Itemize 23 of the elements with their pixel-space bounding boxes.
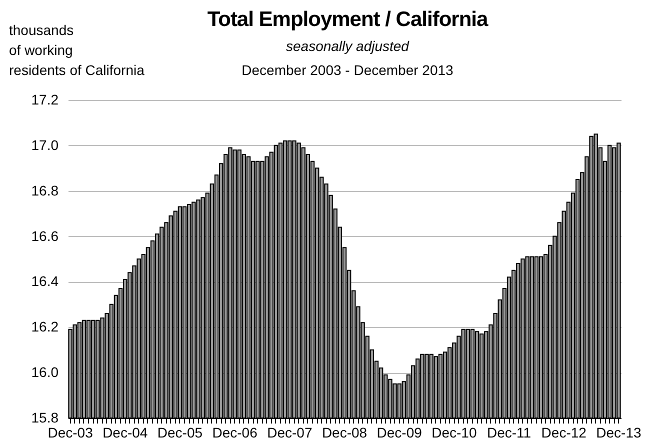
text: December 2003 - December 2013: [242, 62, 454, 78]
y-axis-title: thousands of working residents of California: [9, 21, 144, 80]
y-tick-label: 17.0: [31, 136, 59, 153]
x-tick-label: Dec-03: [48, 424, 94, 440]
y-tick-label: 16.0: [31, 364, 59, 380]
x-tick-label: Dec-10: [432, 424, 477, 440]
y-tick-label: 16.2: [31, 318, 59, 335]
x-tick-label: Dec-04: [102, 424, 148, 440]
x-tick-label: Dec-09: [376, 424, 422, 440]
x-tick-label: Dec-08: [322, 424, 368, 440]
x-tick-label: Dec-13: [596, 424, 642, 440]
y-tick-label: 16.8: [31, 182, 59, 198]
y-tick-label: 16.4: [31, 273, 59, 290]
chart-title: Total Employment / California: [207, 8, 488, 31]
y-tick-label: 15.8: [31, 410, 59, 426]
x-tick-label: Dec-11: [486, 424, 532, 440]
x-tick-label: Dec-12: [541, 424, 587, 440]
x-tick-label: Dec-05: [157, 424, 203, 440]
y-tick-label: 16.6: [31, 228, 59, 244]
x-tick-label: Dec-06: [212, 424, 258, 440]
chart-subtitle: seasonally adjusted: [286, 38, 409, 54]
x-tick-label: Dec-07: [267, 424, 312, 440]
y-tick-label: 17.2: [31, 92, 59, 108]
